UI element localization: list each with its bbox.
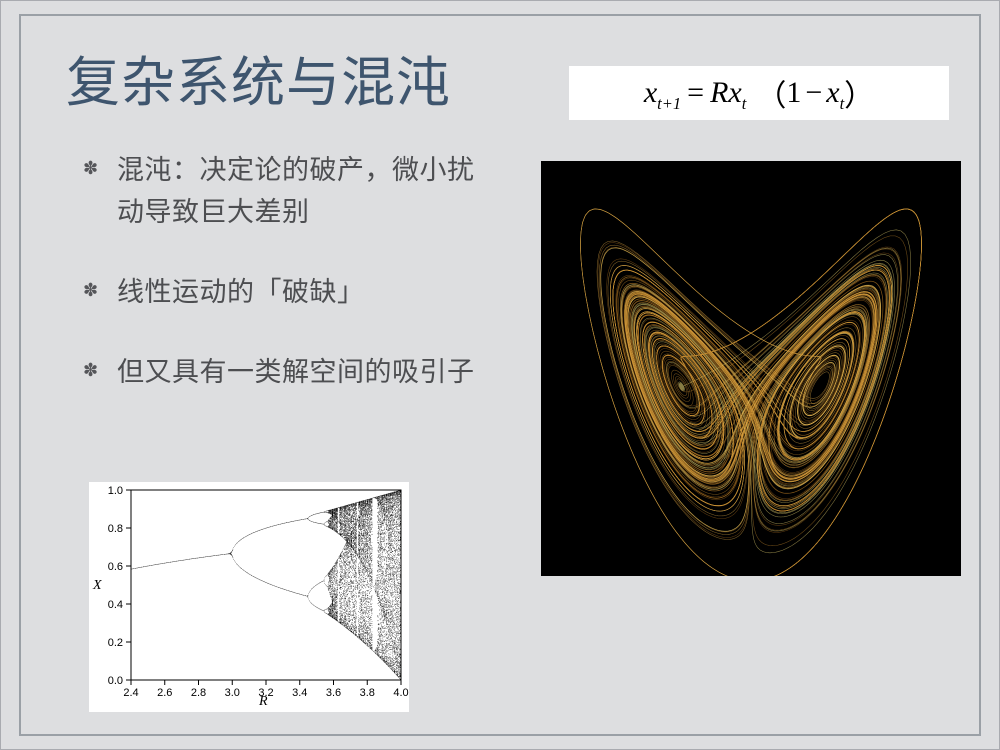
eq-lparen: （ bbox=[756, 71, 786, 115]
svg-text:0.4: 0.4 bbox=[108, 599, 123, 611]
svg-text:2.8: 2.8 bbox=[191, 687, 206, 699]
slide-title: 复杂系统与混沌 bbox=[66, 38, 451, 117]
svg-text:0.2: 0.2 bbox=[108, 637, 123, 649]
bifurcation-xlabel: R bbox=[259, 694, 268, 710]
svg-text:3.8: 3.8 bbox=[360, 687, 375, 699]
svg-text:3.4: 3.4 bbox=[292, 687, 307, 699]
eq-equals: = bbox=[687, 76, 704, 110]
lorenz-svg bbox=[541, 161, 961, 576]
eq-minus: − bbox=[805, 76, 822, 110]
eq-rparen: ） bbox=[844, 71, 874, 115]
svg-text:4.0: 4.0 bbox=[393, 687, 408, 699]
svg-text:0.0: 0.0 bbox=[108, 675, 123, 687]
slide-inner-border: 复杂系统与混沌 xt+1 = R xt （ 1 − xt ） 混沌：决定论的破产… bbox=[19, 14, 981, 736]
bifurcation-svg: 2.42.62.83.03.23.43.63.84.00.00.20.40.60… bbox=[89, 482, 409, 712]
bullet-list: 混沌：决定论的破产，微小扰动导致巨大差别 线性运动的「破缺」 但又具有一类解空间… bbox=[83, 150, 483, 431]
lorenz-attractor-panel bbox=[541, 161, 961, 576]
bifurcation-ylabel: X bbox=[93, 578, 102, 594]
eq-x1: xt+1 bbox=[644, 76, 681, 110]
svg-text:3.6: 3.6 bbox=[326, 687, 341, 699]
eq-R: R bbox=[710, 76, 728, 110]
bullet-item-1: 混沌：决定论的破产，微小扰动导致巨大差别 bbox=[83, 150, 483, 234]
bullet-item-3: 但又具有一类解空间的吸引子 bbox=[83, 352, 483, 394]
svg-text:0.8: 0.8 bbox=[108, 523, 123, 535]
logistic-map-equation: xt+1 = R xt （ 1 − xt ） bbox=[569, 66, 949, 120]
svg-text:3.0: 3.0 bbox=[225, 687, 240, 699]
svg-text:2.6: 2.6 bbox=[157, 687, 172, 699]
svg-text:1.0: 1.0 bbox=[108, 485, 123, 497]
svg-text:2.4: 2.4 bbox=[123, 687, 138, 699]
eq-one: 1 bbox=[786, 76, 801, 110]
bullet-item-2: 线性运动的「破缺」 bbox=[83, 272, 483, 314]
eq-x2: xt bbox=[728, 76, 746, 110]
eq-x3: xt bbox=[826, 76, 844, 110]
slide-frame: 复杂系统与混沌 xt+1 = R xt （ 1 − xt ） 混沌：决定论的破产… bbox=[0, 0, 1000, 750]
svg-text:0.6: 0.6 bbox=[108, 561, 123, 573]
bifurcation-diagram: 2.42.62.83.03.23.43.63.84.00.00.20.40.60… bbox=[89, 482, 409, 712]
